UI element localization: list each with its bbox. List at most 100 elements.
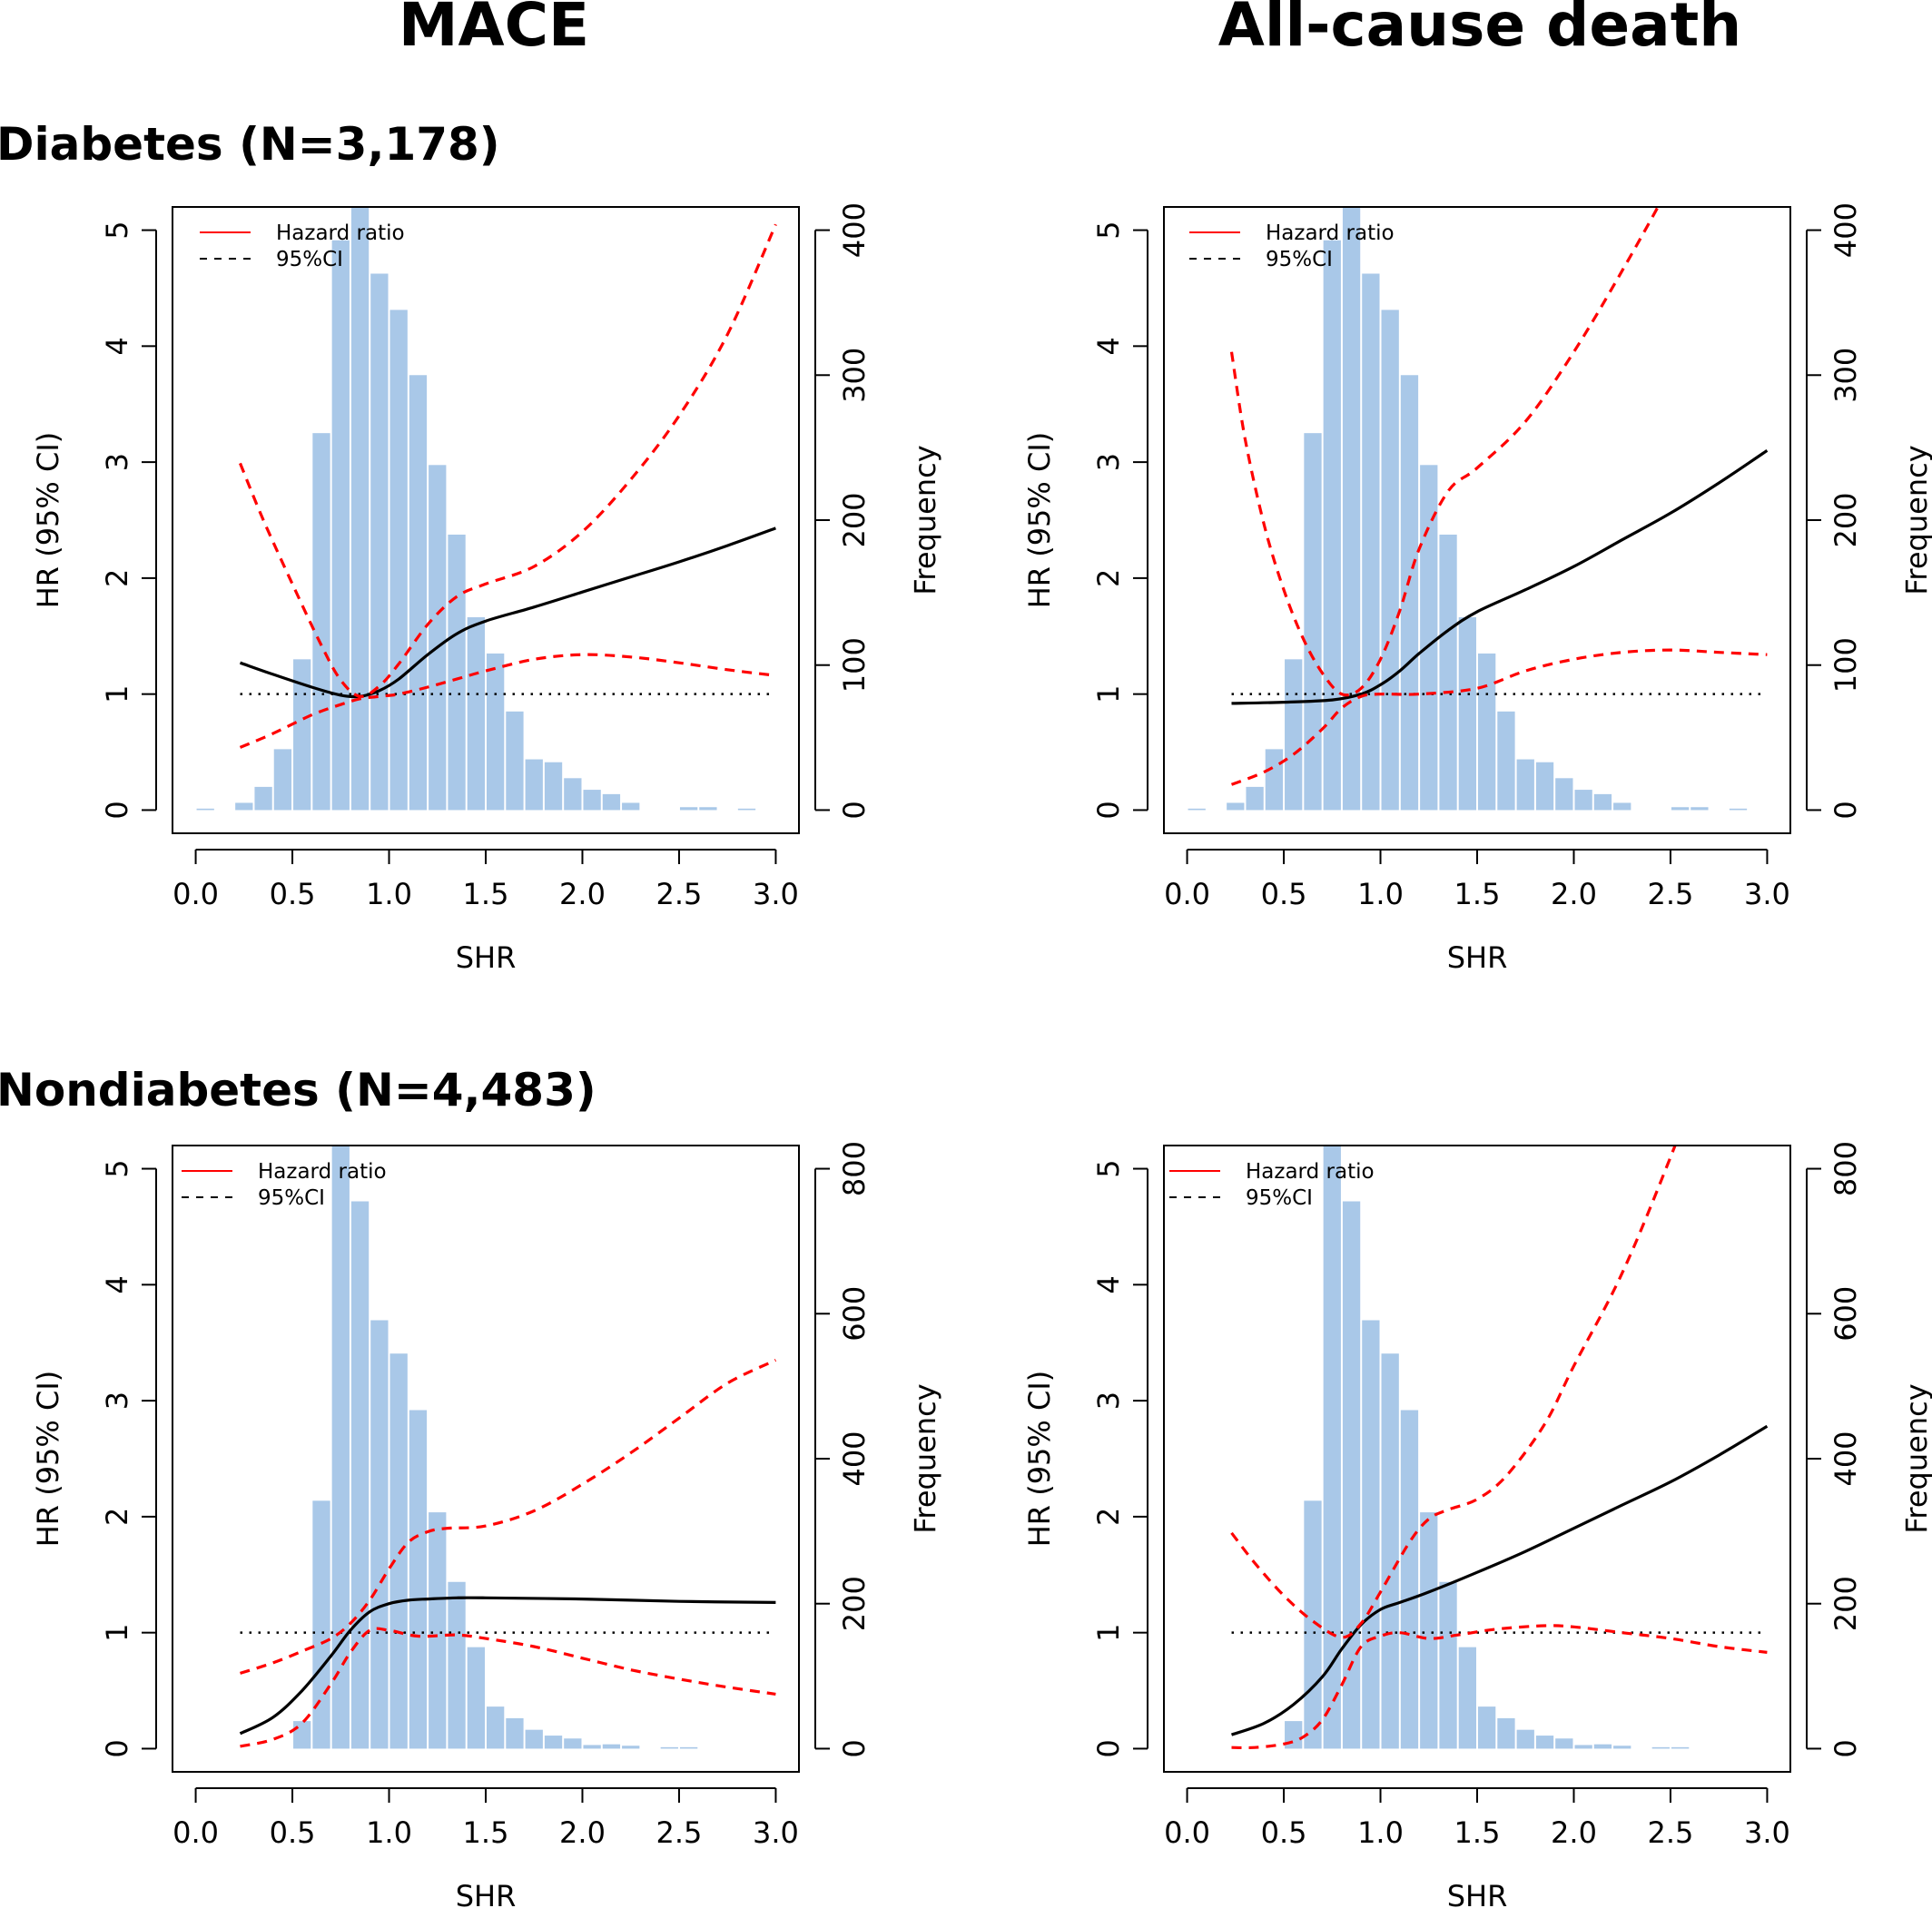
x-tick-label: 2.0 (559, 1815, 606, 1850)
y2-tick-label: 400 (837, 202, 872, 258)
histogram-bar (1671, 807, 1690, 811)
y-axis-left: 0 1 2 3 4 5 (100, 221, 157, 820)
histogram-bar (429, 465, 447, 811)
panel-diabetes-all-cause-death: 0.0 0.5 1.0 1.5 2.0 2.5 3.0 SHR 0 1 2 3 4 5 HR (95% CI… (1022, 202, 1932, 975)
histogram-bar (1574, 1745, 1592, 1749)
plot-frame (172, 206, 800, 834)
plot-frame (1163, 206, 1791, 834)
histogram-bar (370, 273, 389, 811)
y-tick-label: 5 (1091, 1159, 1126, 1177)
y2-axis-label: Frequency (1899, 1383, 1932, 1533)
histogram-bar (1497, 711, 1515, 811)
legend-label-hazard-ratio: Hazard ratio (1266, 221, 1395, 245)
x-axis: 0.0 0.5 1.0 1.5 2.0 2.5 3.0 (172, 1787, 799, 1850)
histogram-bar (1651, 1746, 1670, 1749)
hazard-ratio-line (239, 526, 776, 699)
y2-tick-label: 200 (1828, 492, 1863, 547)
y-tick-label: 5 (100, 221, 134, 239)
histogram-bar (1362, 273, 1380, 811)
y-tick-label: 1 (100, 684, 134, 703)
y-tick-label: 4 (100, 1275, 134, 1293)
histogram-bar (699, 807, 717, 811)
legend-label-hazard-ratio: Hazard ratio (258, 1160, 387, 1184)
y-tick-label: 0 (1091, 1739, 1126, 1757)
y-axis-right: 0 100 200 300 400 (814, 202, 872, 820)
y-axis-left: 0 1 2 3 4 5 (1091, 1159, 1148, 1758)
histogram-bar (448, 1581, 466, 1749)
x-tick-label: 2.0 (559, 877, 606, 911)
histogram-bar (1690, 807, 1709, 811)
legend: Hazard ratio 95%CI (1189, 221, 1395, 271)
histogram-bar (370, 1320, 389, 1749)
x-tick-label: 1.5 (1454, 877, 1501, 911)
legend-label-hazard-ratio: Hazard ratio (276, 221, 405, 245)
histogram-bar (1516, 1729, 1534, 1749)
y2-tick-label: 800 (1828, 1141, 1863, 1196)
histogram-bar (1400, 375, 1419, 811)
x-axis: 0.0 0.5 1.0 1.5 2.0 2.5 3.0 (172, 849, 799, 911)
histogram-bar (506, 711, 524, 811)
y2-tick-label: 0 (837, 801, 872, 819)
y2-tick-label: 100 (837, 637, 872, 693)
histogram-bar (1555, 1738, 1573, 1749)
histogram-bar (1420, 465, 1438, 811)
histogram-bar (448, 534, 466, 811)
legend-label-ci: 95%CI (1266, 248, 1333, 271)
histogram-bar (1458, 617, 1476, 811)
y2-tick-label: 100 (1828, 637, 1863, 693)
histogram-bar (602, 793, 621, 811)
y-axis-label: HR (95% CI) (1022, 1371, 1057, 1548)
histogram-bar (660, 1746, 678, 1749)
x-tick-label: 1.0 (1357, 1815, 1404, 1850)
histogram-bar (467, 617, 485, 811)
histogram-bar (525, 759, 543, 811)
x-tick-label: 3.0 (753, 877, 799, 911)
hazard-ratio-line (239, 1596, 776, 1736)
histogram-bar (544, 1736, 563, 1749)
histogram-bar (487, 1706, 505, 1749)
histogram-bar (544, 762, 563, 811)
histogram-bar (622, 1746, 640, 1749)
x-tick-label: 2.5 (1648, 877, 1694, 911)
y-tick-label: 1 (100, 1623, 134, 1641)
x-tick-label: 0.5 (270, 877, 316, 911)
histogram-bar (564, 1738, 582, 1749)
histogram-bar (679, 807, 698, 811)
x-tick-label: 1.5 (463, 877, 509, 911)
histogram-bar (350, 1201, 370, 1749)
row-title-diabetes: Diabetes (N=3,178) (0, 118, 500, 171)
x-tick-label: 2.0 (1551, 1815, 1597, 1850)
histogram-bar (737, 808, 756, 811)
y-tick-label: 4 (100, 337, 134, 355)
y-axis-right: 0 100 200 300 400 (1806, 202, 1863, 820)
y-tick-label: 3 (100, 1392, 134, 1410)
x-tick-label: 1.0 (366, 877, 412, 911)
x-tick-label: 0.0 (172, 877, 219, 911)
histogram-bar (273, 749, 292, 811)
histogram-bar (1613, 802, 1631, 811)
y-tick-label: 2 (1091, 1508, 1126, 1526)
row-title-nondiabetes: Nondiabetes (N=4,483) (0, 1064, 596, 1116)
histogram-bar (429, 1512, 447, 1749)
histogram-bar (1381, 1353, 1399, 1749)
y-tick-label: 2 (100, 1508, 134, 1526)
histogram-bar (1439, 534, 1457, 811)
histogram-bar (1342, 1201, 1361, 1749)
y-tick-label: 3 (1091, 453, 1126, 471)
legend-label-ci: 95%CI (258, 1186, 325, 1210)
histogram-bar (235, 802, 253, 811)
x-tick-label: 1.0 (366, 1815, 412, 1850)
histogram-bar (1478, 1706, 1496, 1749)
plot-area (1188, 207, 1769, 811)
histogram-bar (583, 790, 601, 811)
panel-nondiabetes-mace: 0.0 0.5 1.0 1.5 2.0 2.5 3.0 SHR 0 1 2 3 4 5 HR (95% CI… (31, 1141, 942, 1908)
histogram-bar (564, 778, 582, 811)
histogram-bar (1535, 762, 1554, 811)
y-axis-label: HR (95% CI) (1022, 432, 1057, 609)
histogram-bar (506, 1717, 524, 1749)
column-title-mace: MACE (399, 0, 589, 60)
